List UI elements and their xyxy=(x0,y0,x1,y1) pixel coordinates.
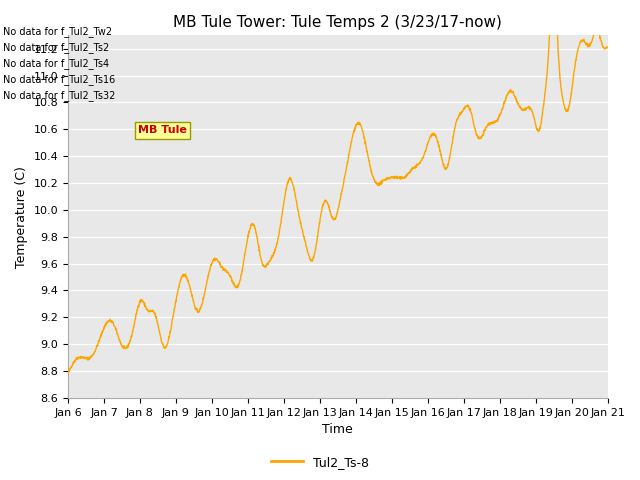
Text: MB Tule: MB Tule xyxy=(138,125,187,135)
Text: No data for f_Tul2_Tw2: No data for f_Tul2_Tw2 xyxy=(3,26,113,37)
X-axis label: Time: Time xyxy=(323,423,353,436)
Title: MB Tule Tower: Tule Temps 2 (3/23/17-now): MB Tule Tower: Tule Temps 2 (3/23/17-now… xyxy=(173,15,502,30)
Text: No data for f_Tul2_Ts32: No data for f_Tul2_Ts32 xyxy=(3,90,116,101)
Y-axis label: Temperature (C): Temperature (C) xyxy=(15,166,28,267)
Legend: Tul2_Ts-8: Tul2_Ts-8 xyxy=(266,451,374,474)
Text: No data for f_Tul2_Ts16: No data for f_Tul2_Ts16 xyxy=(3,74,115,85)
Text: No data for f_Tul2_Ts2: No data for f_Tul2_Ts2 xyxy=(3,42,109,53)
Text: No data for f_Tul2_Ts4: No data for f_Tul2_Ts4 xyxy=(3,58,109,69)
